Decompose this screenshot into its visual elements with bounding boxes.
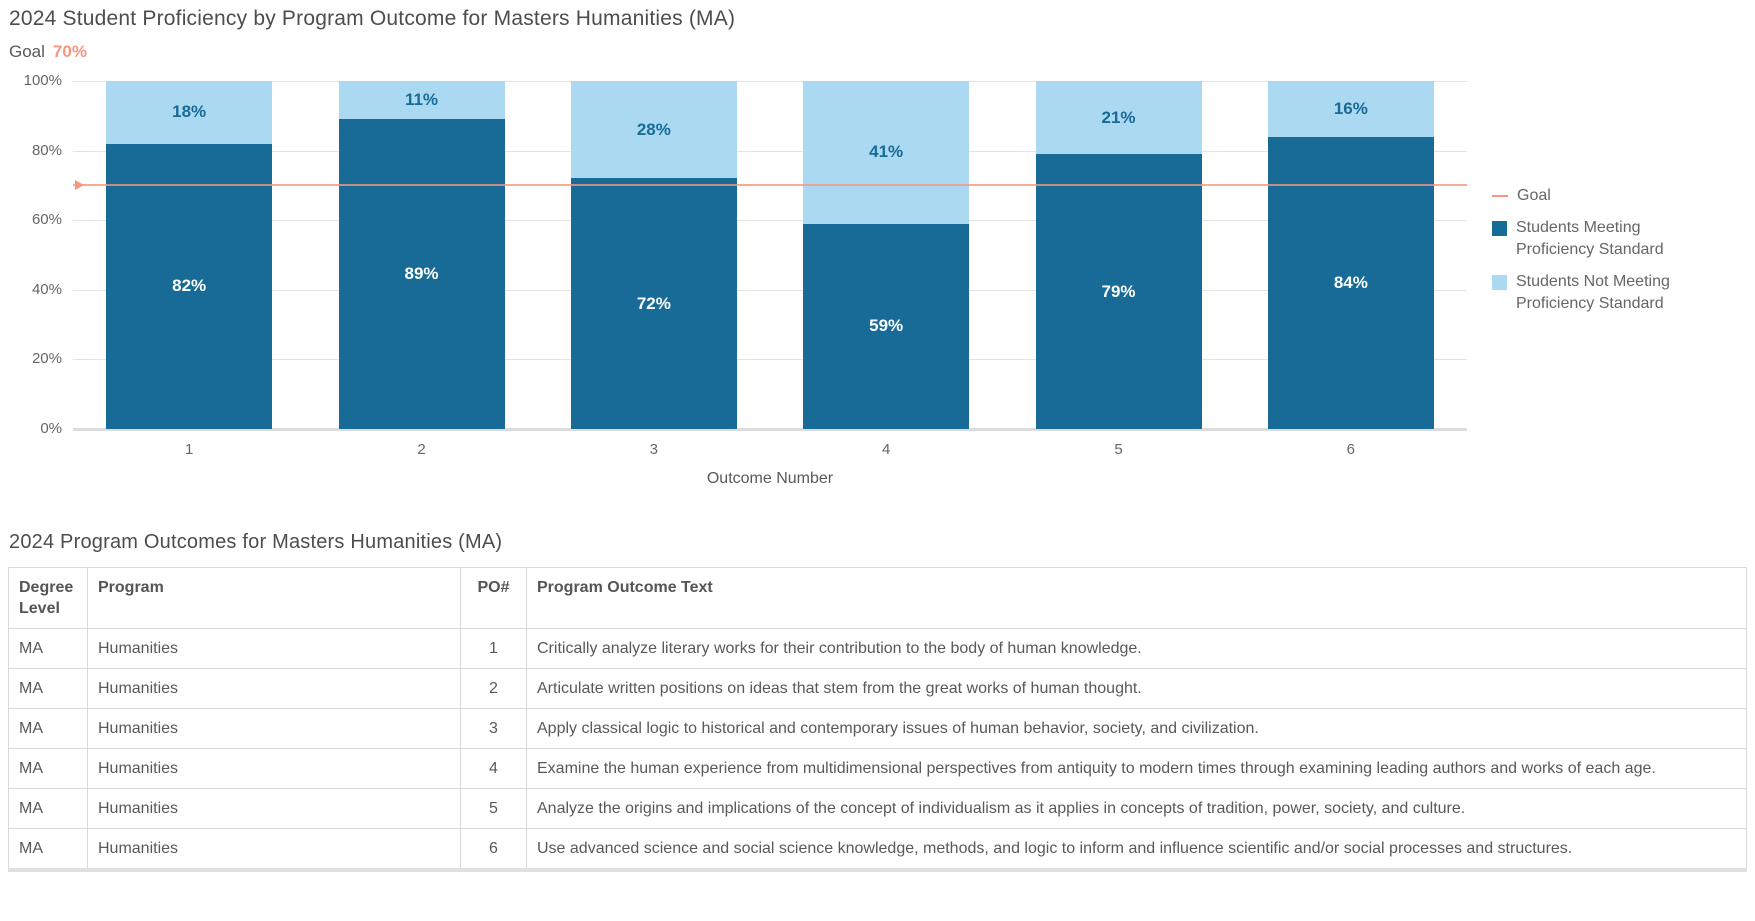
stacked-bar-chart: Outcome Number Goal Students Meeting Prof… [23,72,1737,487]
gridline-40 [73,289,1467,291]
gridline-20 [73,359,1467,361]
cell-program: Humanities [87,788,461,829]
y-axis-tick-label: 80% [31,141,62,159]
cell-degree-level: MA [8,788,88,829]
bar-segment-meeting-2[interactable] [338,119,505,429]
goal-line [73,184,1467,187]
cell-po-number: 2 [460,668,527,709]
y-axis-tick-label: 100% [23,72,62,89]
cell-program: Humanities [87,628,461,669]
goal-marker-icon [75,180,84,191]
x-axis-tick-label: 5 [1114,441,1123,458]
table-row: MA Humanities 3 Apply classical logic to hi… [8,708,1747,749]
cell-po-number: 5 [460,788,527,829]
bar-segment-meeting-3[interactable] [570,178,737,429]
legend-item-not-meeting[interactable]: Students Not Meeting Proficiency Standar… [1492,271,1737,315]
legend-item-meeting[interactable]: Students Meeting Proficiency Standard [1492,217,1737,261]
bar-segment-not-meeting-5[interactable] [1035,81,1202,155]
meeting-value-label-6: 84% [1333,272,1368,292]
x-axis-tick-label: 2 [417,441,426,458]
bar-segment-meeting-1[interactable] [106,143,273,429]
gridline-0 [73,428,1467,431]
cell-degree-level: MA [8,708,88,749]
meeting-value-label-2: 89% [404,264,439,284]
bar-segment-meeting-4[interactable] [803,223,970,429]
cell-outcome-text: Analyze the origins and implications of … [526,788,1747,829]
not-meeting-value-label-5: 21% [1101,107,1136,127]
cell-degree-level: MA [8,748,88,789]
y-axis-tick-label: 0% [40,420,62,437]
x-axis-title: Outcome Number [706,470,834,487]
gridline-100 [73,81,1467,82]
legend-item-meeting-swatch-icon [1492,221,1507,236]
bar-segment-not-meeting-4[interactable] [803,81,970,224]
meeting-value-label-4: 59% [869,316,904,336]
not-meeting-value-label-3: 28% [636,119,671,139]
x-axis-tick-label: 4 [881,441,891,458]
x-axis-tick-label: 6 [1346,441,1355,458]
table-header-program: Program [87,567,461,629]
goal-annotation: Goal 70% [9,42,87,62]
table-row: MA Humanities 1 Critically analyze literary… [8,628,1747,669]
not-meeting-value-label-1: 18% [172,102,207,122]
program-outcomes-table: Degree Level Program PO# Program Outcome Te… [8,567,1747,872]
meeting-value-label-1: 82% [172,276,207,296]
legend-item-not-meeting-label: Students Not Meeting Proficiency Standar… [1516,273,1670,312]
not-meeting-value-label-2: 11% [404,90,439,110]
x-axis-tick-label: 3 [649,441,658,458]
cell-outcome-text: Critically analyze literary works for th… [526,628,1747,669]
y-axis-tick-label: 20% [31,350,62,368]
y-axis-tick-label: 60% [31,211,62,229]
table-header-row: Degree Level Program PO# Program Outcome Te… [8,567,1747,629]
legend-item-goal[interactable]: Goal [1492,185,1737,207]
goal-label: Goal [9,42,45,61]
cell-po-number: 3 [460,708,527,749]
cell-program: Humanities [87,748,461,789]
bar-segment-not-meeting-3[interactable] [570,81,737,179]
cell-po-number: 6 [460,828,527,871]
bar-segment-not-meeting-2[interactable] [338,81,505,120]
table-row: MA Humanities 6 Use advanced science and so… [8,828,1747,871]
y-axis-tick-label: 40% [31,280,62,298]
cell-program: Humanities [87,828,461,871]
table-header-degree-level: Degree Level [8,567,88,629]
cell-outcome-text: Apply classical logic to historical and … [526,708,1747,749]
gridline-60 [73,220,1467,222]
table-row: MA Humanities 4 Examine the human experienc… [8,748,1747,789]
not-meeting-value-label-6: 16% [1333,98,1368,118]
chart-legend: Goal Students Meeting Proficiency Standar… [1492,185,1737,315]
gridline-80 [73,150,1467,152]
legend-item-not-meeting-swatch-icon [1492,275,1507,290]
cell-program: Humanities [87,668,461,709]
bar-segment-not-meeting-1[interactable] [106,81,273,144]
x-axis-tick-label: 1 [184,441,194,458]
meeting-value-label-3: 72% [636,293,671,313]
bar-segment-not-meeting-6[interactable] [1267,81,1434,137]
table-row: MA Humanities 2 Articulate written position… [8,668,1747,709]
cell-degree-level: MA [8,668,88,709]
not-meeting-value-label-4: 41% [869,142,904,162]
cell-po-number: 4 [460,748,527,789]
cell-degree-level: MA [8,628,88,669]
legend-item-goal-swatch-icon [1492,195,1508,197]
goal-value: 70% [52,42,87,61]
chart-title: 2024 Student Proficiency by Program Outc… [9,7,736,30]
cell-program: Humanities [87,708,461,749]
cell-outcome-text: Use advanced science and social science … [526,828,1747,871]
cell-outcome-text: Articulate written positions on ideas th… [526,668,1747,709]
table-title: 2024 Program Outcomes for Masters Humani… [9,531,503,553]
meeting-value-label-5: 79% [1101,281,1136,301]
cell-outcome-text: Examine the human experience from multid… [526,748,1747,789]
cell-po-number: 1 [460,628,527,669]
table-header-outcome-text: Program Outcome Text [526,567,1747,629]
legend-item-goal-label: Goal [1517,187,1551,204]
bar-segment-meeting-5[interactable] [1035,154,1202,429]
cell-degree-level: MA [8,828,88,871]
table-header-po-number: PO# [460,567,527,629]
table-row: MA Humanities 5 Analyze the origins and imp… [8,788,1747,829]
legend-item-meeting-label: Students Meeting Proficiency Standard [1516,219,1664,258]
